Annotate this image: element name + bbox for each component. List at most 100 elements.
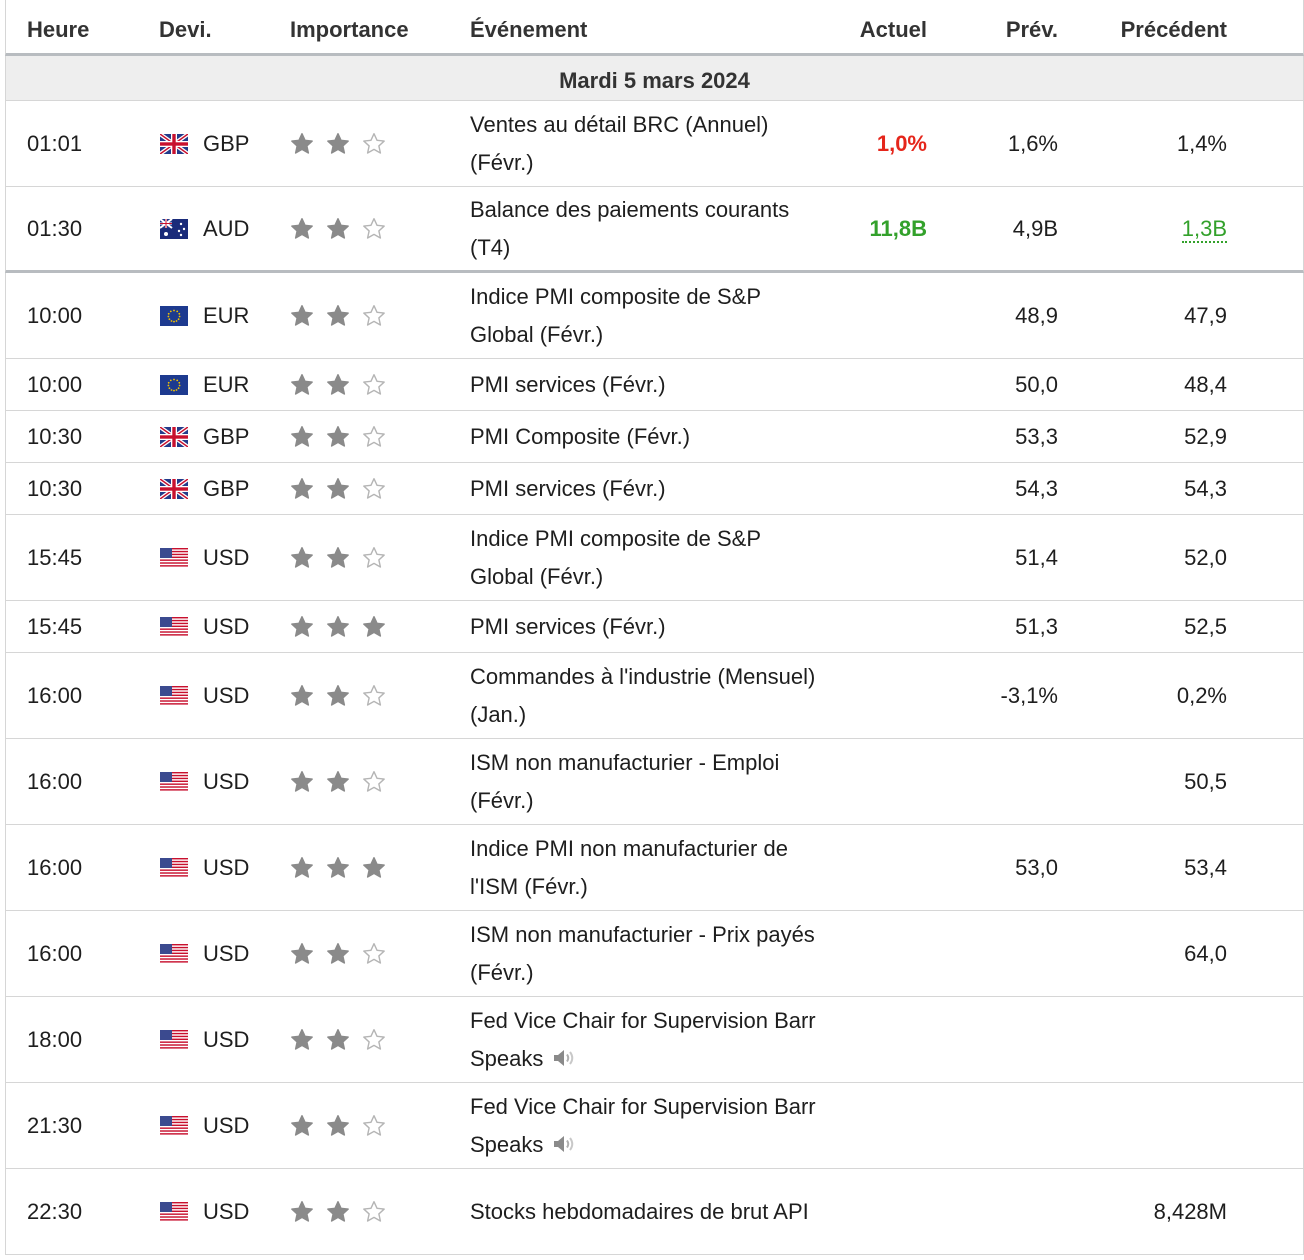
star-icon [361, 303, 387, 329]
event-time: 10:00 [27, 371, 83, 397]
event-name[interactable]: Indice PMI non manufacturier de l'ISM (F… [470, 835, 788, 899]
star-icon [361, 372, 387, 398]
previous-value: 47,9 [1184, 302, 1227, 328]
header-importance[interactable]: Importance [290, 17, 409, 42]
star-icon [325, 424, 351, 450]
event-currency: USD [203, 768, 250, 794]
star-icon [325, 855, 351, 881]
star-icon [361, 1113, 387, 1139]
table-row[interactable]: 16:00 USD ISM non manufacturier - Emploi (… [5, 739, 1304, 825]
star-icon [325, 1113, 351, 1139]
previous-value: 53,4 [1184, 854, 1227, 880]
star-icon [289, 769, 315, 795]
table-row[interactable]: 21:30 USD Fed Vice Chair for Supervision B… [5, 1083, 1304, 1169]
table-row[interactable]: 16:00 USD ISM non manufacturier - Prix pay… [5, 911, 1304, 997]
event-currency: GBP [203, 130, 250, 156]
header-actual[interactable]: Actuel [859, 17, 927, 42]
table-row[interactable]: 10:00 EUR Indice PMI composite de S&P Glob… [5, 273, 1304, 359]
table-row[interactable]: 15:45 USD Indice PMI composite de S&P Glob… [5, 515, 1304, 601]
star-icon [325, 941, 351, 967]
us-flag-icon [160, 1029, 188, 1050]
star-icon [289, 131, 315, 157]
previous-value: 50,5 [1184, 768, 1227, 794]
economic-calendar-table: Heure Devi. Importance Événement Actuel … [5, 0, 1304, 1255]
table-row[interactable]: 16:00 USD Commandes à l'industrie (Mensuel… [5, 653, 1304, 739]
star-icon [361, 216, 387, 242]
event-currency: USD [203, 854, 250, 880]
table-row[interactable]: 10:30 GBP PMI services (Févr.) 54,3 54,3 [5, 463, 1304, 515]
speaker-icon[interactable] [551, 1046, 577, 1070]
importance-stars [289, 855, 389, 881]
event-time: 16:00 [27, 940, 83, 966]
table-row[interactable]: 10:30 GBP PMI Composite (Févr.) 53,3 52,9 [5, 411, 1304, 463]
previous-value: 52,9 [1184, 423, 1227, 449]
table-row[interactable]: 15:45 USD PMI services (Févr.) 51,3 52,5 [5, 601, 1304, 653]
importance-stars [289, 683, 389, 709]
table-row[interactable]: 18:00 USD Fed Vice Chair for Supervision B… [5, 997, 1304, 1083]
speaker-icon[interactable] [551, 1132, 577, 1156]
event-name[interactable]: Stocks hebdomadaires de brut API [470, 1198, 809, 1224]
importance-stars [289, 216, 389, 242]
importance-stars [289, 614, 389, 640]
event-currency: USD [203, 940, 250, 966]
star-icon [289, 1027, 315, 1053]
event-time: 22:30 [27, 1198, 83, 1224]
event-rows: 01:01 GBP Ventes au détail BRC (Annuel) (F… [5, 101, 1304, 1255]
event-name[interactable]: PMI Composite (Févr.) [470, 423, 691, 449]
star-icon [289, 424, 315, 450]
header-currency[interactable]: Devi. [159, 17, 212, 42]
header-forecast[interactable]: Prév. [1005, 17, 1058, 42]
star-icon [289, 1199, 315, 1225]
table-row[interactable]: 10:00 EUR PMI services (Févr.) 50,0 48,4 [5, 359, 1304, 411]
table-row[interactable]: 22:30 USD Stocks hebdomadaires de brut API… [5, 1169, 1304, 1255]
table-row[interactable]: 01:30 AUD Balance des paiements courants (… [5, 187, 1304, 273]
previous-value: 52,5 [1184, 613, 1227, 639]
event-name[interactable]: PMI services (Févr.) [470, 475, 666, 501]
eu-flag-icon [160, 305, 188, 326]
event-name[interactable]: Indice PMI composite de S&P Global (Févr… [470, 283, 761, 347]
eu-flag-icon [160, 374, 188, 395]
forecast-value: 53,3 [1015, 423, 1058, 449]
header-time[interactable]: Heure [27, 17, 90, 42]
star-icon [289, 303, 315, 329]
event-name[interactable]: Ventes au détail BRC (Annuel) (Févr.) [470, 111, 769, 175]
event-name[interactable]: ISM non manufacturier - Emploi (Févr.) [470, 749, 780, 813]
star-icon [361, 614, 387, 640]
header-event[interactable]: Événement [470, 17, 588, 42]
forecast-value: -3,1% [1000, 682, 1058, 708]
event-time: 01:01 [27, 130, 83, 156]
event-name[interactable]: Balance des paiements courants (T4) [470, 196, 790, 260]
table-row[interactable]: 16:00 USD Indice PMI non manufacturier de … [5, 825, 1304, 911]
event-time: 10:00 [27, 302, 83, 328]
forecast-value: 53,0 [1015, 854, 1058, 880]
event-currency: EUR [203, 371, 250, 397]
star-icon [361, 941, 387, 967]
event-name[interactable]: ISM non manufacturier - Prix payés (Févr… [470, 921, 815, 985]
event-name[interactable]: PMI services (Févr.) [470, 613, 666, 639]
header-previous[interactable]: Précédent [1120, 17, 1227, 42]
gb-flag-icon [160, 426, 188, 447]
event-time: 10:30 [27, 423, 83, 449]
event-name[interactable]: Fed Vice Chair for Supervision Barr Spea… [470, 1093, 816, 1157]
event-name[interactable]: PMI services (Févr.) [470, 371, 666, 397]
star-icon [361, 1199, 387, 1225]
event-currency: USD [203, 1198, 250, 1224]
event-name[interactable]: Commandes à l'industrie (Mensuel) (Jan.) [470, 663, 816, 727]
importance-stars [289, 769, 389, 795]
actual-value: 11,8B [869, 215, 928, 241]
event-name[interactable]: Fed Vice Chair for Supervision Barr Spea… [470, 1007, 816, 1071]
star-icon [361, 545, 387, 571]
previous-value[interactable]: 1,3B [1181, 215, 1227, 243]
date-label: Mardi 5 mars 2024 [559, 68, 750, 93]
event-time: 10:30 [27, 475, 83, 501]
event-currency: AUD [203, 215, 250, 241]
star-icon [289, 372, 315, 398]
table-header: Heure Devi. Importance Événement Actuel … [5, 0, 1304, 56]
forecast-value: 51,4 [1015, 544, 1058, 570]
event-name[interactable]: Indice PMI composite de S&P Global (Févr… [470, 525, 761, 589]
event-currency: EUR [203, 302, 250, 328]
star-icon [325, 769, 351, 795]
table-row[interactable]: 01:01 GBP Ventes au détail BRC (Annuel) (F… [5, 101, 1304, 187]
date-group-header: Mardi 5 mars 2024 [5, 56, 1304, 101]
star-icon [325, 545, 351, 571]
